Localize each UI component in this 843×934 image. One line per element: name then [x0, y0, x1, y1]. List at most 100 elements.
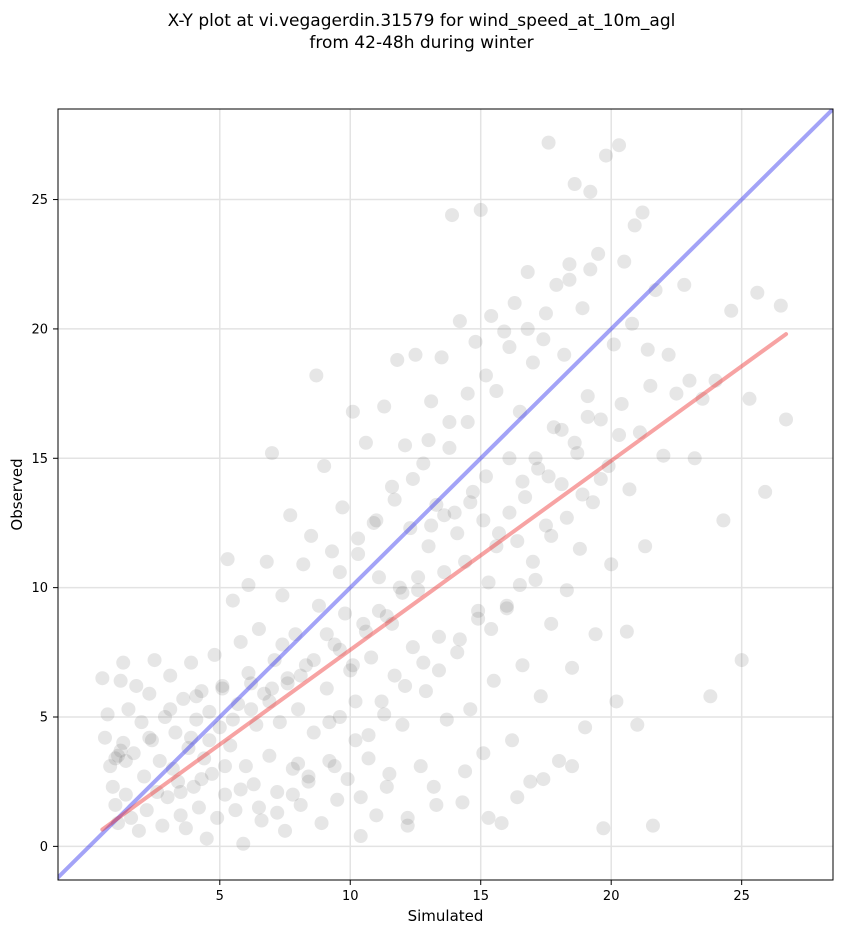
scatter-point — [505, 733, 520, 748]
scatter-point — [484, 308, 499, 323]
scatter-point — [773, 298, 788, 313]
scatter-point — [575, 301, 590, 316]
scatter-point — [648, 283, 663, 298]
scatter-point — [270, 805, 285, 820]
scatter-point — [450, 645, 465, 660]
scatter-point — [557, 347, 572, 362]
scatter-point — [471, 603, 486, 618]
scatter-point — [424, 394, 439, 409]
scatter-point — [687, 451, 702, 466]
scatter-point — [262, 694, 277, 709]
scatter-point — [434, 350, 449, 365]
scatter-point — [630, 717, 645, 732]
scatter-point — [317, 459, 332, 474]
scatter-point — [431, 629, 446, 644]
scatter-point — [116, 655, 131, 670]
scatter-point — [345, 658, 360, 673]
scatter-point — [405, 640, 420, 655]
scatter-point — [95, 671, 110, 686]
scatter-point — [171, 774, 186, 789]
scatter-point — [481, 810, 496, 825]
scatter-point — [471, 611, 486, 626]
scatter-point — [638, 539, 653, 554]
scatter-point — [194, 684, 209, 699]
scatter-point — [387, 668, 402, 683]
scatter-point — [604, 557, 619, 572]
scatter-point — [379, 779, 394, 794]
scatter-point — [682, 373, 697, 388]
scatter-point — [622, 482, 637, 497]
scatter-point — [593, 412, 608, 427]
scatter-point — [113, 673, 128, 688]
scatter-point — [327, 637, 342, 652]
scatter-point — [364, 650, 379, 665]
scatter-point — [168, 725, 183, 740]
scatter-point — [625, 316, 640, 331]
scatter-point — [632, 425, 647, 440]
scatter-point — [275, 588, 290, 603]
scatter-point — [627, 218, 642, 233]
scatter-point — [588, 627, 603, 642]
scatter-point — [703, 689, 718, 704]
scatter-point — [233, 782, 248, 797]
scatter-point — [497, 324, 512, 339]
scatter-point — [223, 738, 238, 753]
scatter-point — [507, 296, 522, 311]
scatter-point — [301, 769, 316, 784]
scatter-point — [455, 795, 470, 810]
scatter-point — [293, 797, 308, 812]
scatter-point — [614, 396, 629, 411]
scatter-point — [377, 707, 392, 722]
scatter-point — [421, 433, 436, 448]
scatter-point — [525, 554, 540, 569]
x-tick-label: 10 — [342, 889, 359, 904]
scatter-point — [593, 471, 608, 486]
scatter-point — [264, 681, 279, 696]
scatter-point — [439, 712, 454, 727]
scatter-point — [643, 378, 658, 393]
scatter-point — [525, 355, 540, 370]
axes-frame — [57, 108, 834, 881]
scatter-point — [510, 790, 525, 805]
scatter-point — [578, 720, 593, 735]
scatter-point — [531, 461, 546, 476]
y-tick-label: 5 — [40, 711, 48, 726]
scatter-point — [499, 598, 514, 613]
scatter-point — [366, 515, 381, 530]
y-tick-label: 15 — [31, 452, 48, 467]
scatter-point — [218, 759, 233, 774]
scatter-point — [371, 570, 386, 585]
scatter-point — [309, 368, 324, 383]
scatter-point — [288, 627, 303, 642]
scatter-point — [445, 208, 460, 223]
scatter-point — [194, 772, 209, 787]
scatter-point — [348, 733, 363, 748]
scatter-point — [301, 774, 316, 789]
scatter-point — [103, 759, 118, 774]
scatter-point — [121, 702, 136, 717]
scatter-point — [369, 513, 384, 528]
scatter-point — [244, 702, 259, 717]
scatter-point — [225, 593, 240, 608]
scatter-point — [189, 689, 204, 704]
scatter-point — [249, 717, 264, 732]
scatter-point — [411, 583, 426, 598]
scatter-point — [538, 306, 553, 321]
scatter-point — [601, 459, 616, 474]
scatter-point — [596, 821, 611, 836]
scatter-point — [155, 818, 170, 833]
scatter-point — [463, 495, 478, 510]
scatter-point — [452, 314, 467, 329]
scatter-point — [142, 730, 157, 745]
scatter-point — [528, 572, 543, 587]
scatter-point — [358, 624, 373, 639]
scatter-point — [502, 340, 517, 355]
scatter-point — [580, 389, 595, 404]
scatter-point — [468, 334, 483, 349]
scatter-point — [619, 624, 634, 639]
scatter-point — [559, 510, 574, 525]
scatter-point — [215, 681, 230, 696]
scatter-point — [398, 678, 413, 693]
scatter-point — [538, 518, 553, 533]
scatter-points — [95, 135, 794, 851]
